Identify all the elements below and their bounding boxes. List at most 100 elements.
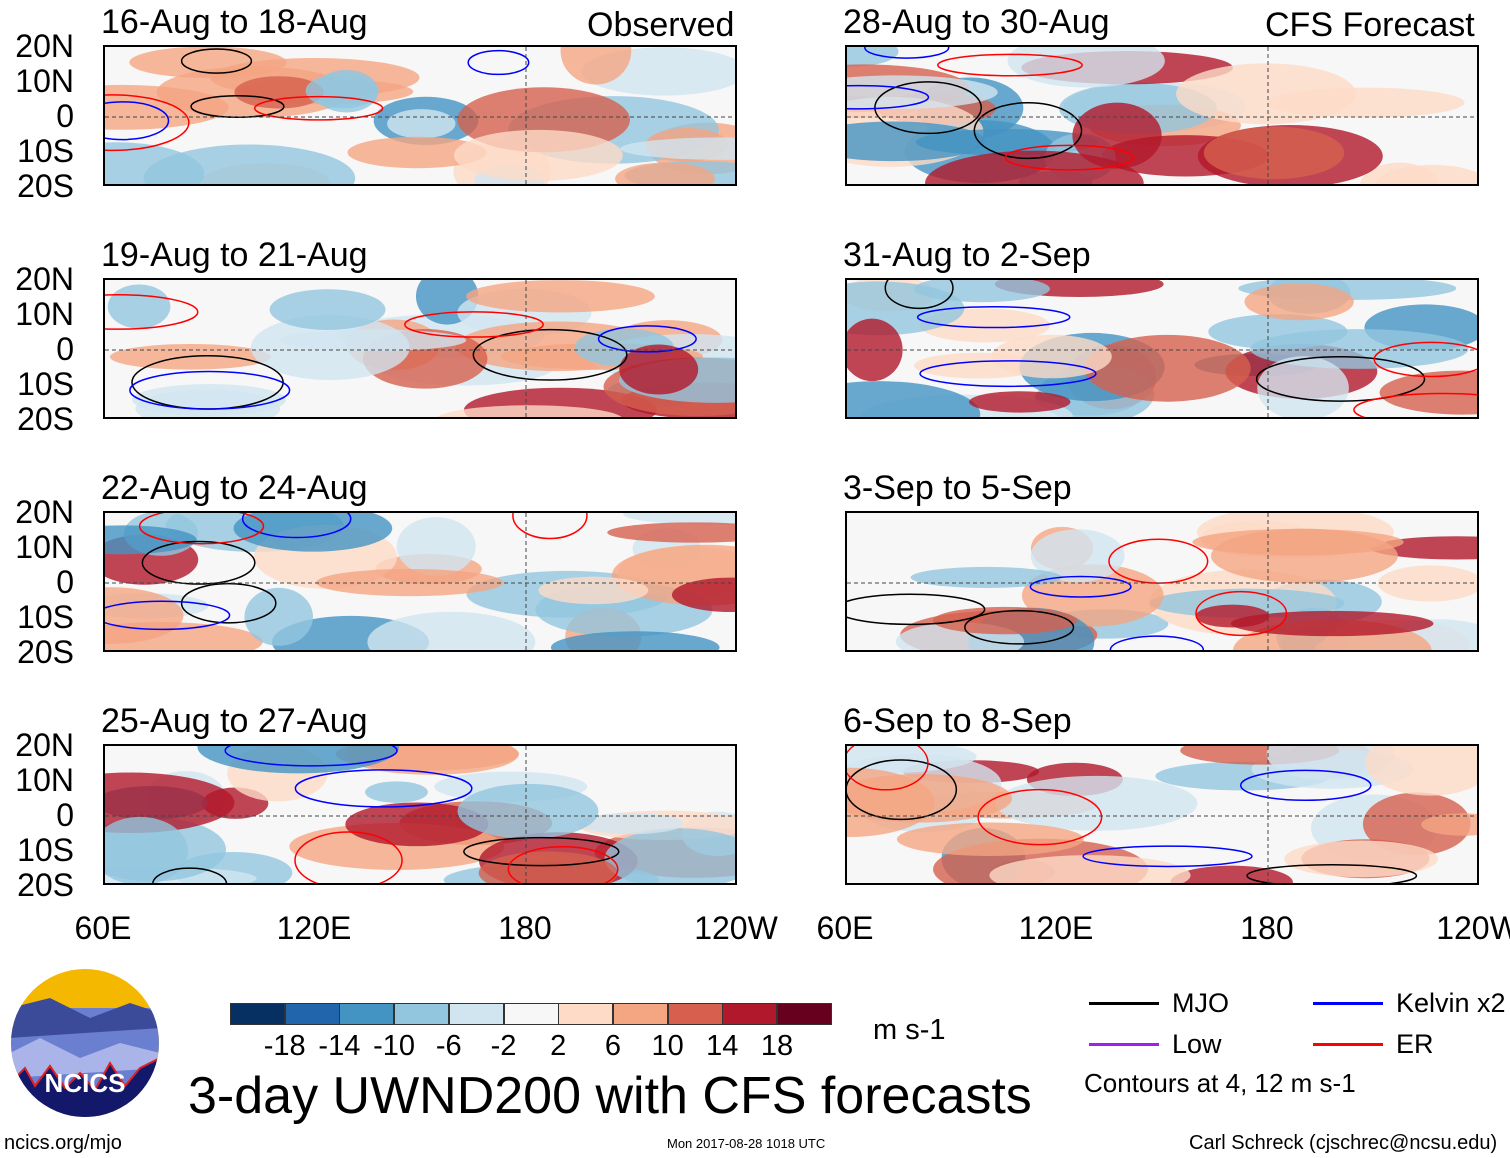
lon-tick: 60E <box>816 910 874 946</box>
wind-anomaly-blob <box>1192 528 1404 556</box>
footer-url[interactable]: ncics.org/mjo <box>4 1132 122 1154</box>
wind-anomaly-blob <box>995 775 1198 831</box>
map-panel <box>845 278 1479 419</box>
wind-anomaly-blob <box>1244 283 1354 321</box>
lat-tick: 20S <box>17 168 74 204</box>
contour-line <box>180 582 277 624</box>
legend-line <box>1089 1002 1159 1005</box>
panel-title: 6-Sep to 8-Sep <box>843 702 1072 740</box>
wind-anomaly-blob <box>365 781 428 803</box>
wind-anomaly-blob <box>604 828 735 883</box>
contour-line <box>884 280 954 310</box>
wind-anomaly-blob <box>1421 813 1477 836</box>
contour-line <box>847 84 930 110</box>
lat-tick: 20N <box>15 28 74 64</box>
wind-anomaly-blob <box>105 525 197 555</box>
contour-line <box>847 593 986 626</box>
wind-anomaly-blob <box>560 47 632 85</box>
panel-title: 3-Sep to 5-Sep <box>843 469 1072 507</box>
lat-tick: 0 <box>56 98 74 134</box>
contour-line <box>472 328 628 381</box>
wind-anomaly-blob <box>1365 746 1477 796</box>
lat-tick: 10N <box>15 529 74 565</box>
contour-line <box>1246 863 1418 883</box>
wind-anomaly-blob <box>989 855 1191 883</box>
wind-anomaly-blob <box>143 144 356 184</box>
wind-anomaly-blob <box>910 566 1062 588</box>
contour-line <box>129 370 291 410</box>
contour-line <box>105 101 170 141</box>
contour-line <box>1082 845 1253 868</box>
contour-line <box>1255 356 1426 402</box>
wind-anomaly-blob <box>896 822 1084 856</box>
wind-anomaly-blob <box>550 631 720 650</box>
contour-line <box>138 513 265 545</box>
lat-tick: 10N <box>15 296 74 332</box>
colorbar-label: -18 <box>263 1030 306 1062</box>
wind-anomaly-blob <box>671 577 735 613</box>
lat-tick: 10S <box>17 366 74 402</box>
legend-line <box>1313 1043 1383 1046</box>
contour-line <box>404 311 544 338</box>
contour-line <box>919 360 1097 388</box>
wind-anomaly-blob <box>1176 63 1356 125</box>
contour-line <box>847 746 929 791</box>
wind-anomaly-blob <box>1377 565 1477 602</box>
wind-anomaly-blob <box>1030 529 1125 583</box>
wind-anomaly-blob <box>1266 746 1395 781</box>
wind-anomaly-blob <box>847 774 1013 823</box>
contour-line <box>512 513 588 540</box>
colorbar-label: 6 <box>604 1030 621 1062</box>
colorbar-swatch <box>448 1003 504 1025</box>
colorbar-swatch <box>722 1003 778 1025</box>
wind-anomaly-blob <box>1007 47 1165 88</box>
lon-tick: 180 <box>1240 910 1294 946</box>
lat-tick: 10N <box>15 63 74 99</box>
wind-anomaly-blob <box>1149 588 1345 618</box>
wind-anomaly-blob <box>619 344 699 395</box>
lat-tick: 20S <box>17 634 74 670</box>
lat-tick: 0 <box>56 797 74 833</box>
wind-anomaly-blob <box>396 517 476 576</box>
contour-line <box>977 788 1103 846</box>
colorbar-swatch <box>503 1003 559 1025</box>
map-panel <box>103 511 737 652</box>
contour-line <box>105 294 199 330</box>
contour-line <box>916 306 1071 329</box>
legend-line <box>1313 1002 1383 1005</box>
wind-anomaly-blob <box>1379 370 1477 415</box>
contour-line <box>294 831 403 883</box>
footer-author: Carl Schreck (cjschrec@ncsu.edu) <box>1189 1132 1498 1154</box>
figure-title: 3-day UWND200 with CFS forecasts <box>188 1067 1032 1125</box>
wind-anomaly-blob <box>367 611 536 650</box>
contour-note: Contours at 4, 12 m s-1 <box>1084 1068 1356 1098</box>
contour-line <box>864 47 950 59</box>
colorbar-units: m s-1 <box>873 1014 946 1046</box>
contour-line <box>467 49 530 76</box>
wind-anomaly-blob <box>345 802 489 847</box>
colorbar-label: -10 <box>373 1030 416 1062</box>
wind-anomaly-blob <box>233 513 393 552</box>
lat-tick: 20S <box>17 401 74 437</box>
contour-line <box>1353 392 1477 417</box>
legend-line <box>1089 1043 1159 1046</box>
lat-tick: 0 <box>56 564 74 600</box>
contour-line <box>1109 635 1205 650</box>
lon-tick: 120W <box>694 910 778 946</box>
colorbar-swatch <box>284 1003 340 1025</box>
contour-line <box>1373 341 1477 378</box>
contour-line <box>224 746 398 767</box>
colorbar-label: 2 <box>550 1030 567 1062</box>
wind-anomaly-blob <box>1203 126 1345 180</box>
contour-line <box>241 513 352 539</box>
panel-title: 16-Aug to 18-Aug <box>101 3 368 41</box>
colorbar-label: -2 <box>490 1030 517 1062</box>
map-panel <box>845 45 1479 186</box>
wind-anomaly-blob <box>1230 610 1434 637</box>
contour-line <box>180 48 253 74</box>
map-panel <box>845 511 1479 652</box>
wind-anomaly-blob <box>620 137 735 160</box>
contour-line <box>847 759 958 821</box>
lat-tick: 10S <box>17 832 74 868</box>
